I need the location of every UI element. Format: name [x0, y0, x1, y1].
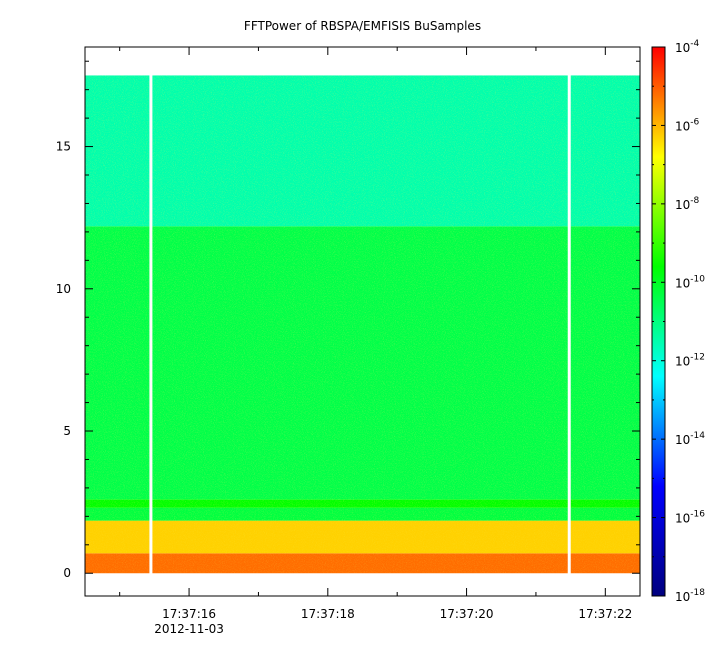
y-tick-label: 15 — [56, 140, 71, 154]
x-tick-label: 17:37:16 — [162, 607, 216, 621]
colorbar-tick-label: 10-12 — [675, 353, 705, 369]
spectrogram-band-noise — [85, 226, 640, 500]
x-tick-date-label: 2012-11-03 — [154, 622, 224, 636]
x-tick-label: 17:37:20 — [440, 607, 494, 621]
colorbar-tick-label: 10-10 — [675, 274, 705, 290]
colorbar-tick-label: 10-4 — [675, 39, 700, 55]
plot-frame — [84, 46, 641, 597]
plot-area — [85, 74, 640, 575]
data-gap — [149, 74, 153, 575]
spectrogram-band-noise — [85, 553, 640, 574]
x-tick-label: 17:37:18 — [301, 607, 355, 621]
colorbar-tick-label: 10-14 — [675, 431, 705, 447]
colorbar-gradient — [652, 47, 665, 596]
colorbar-tick-label: 10-6 — [675, 117, 700, 133]
y-tick-label: 5 — [63, 424, 71, 438]
x-tick-label: 17:37:22 — [578, 607, 632, 621]
spectrogram-band-noise — [85, 520, 640, 554]
colorbar: 10-18 10-16 10-14 10-12 10-10 10-8 10-6 10-4 — [651, 39, 705, 604]
colorbar-tick-label: 10-18 — [675, 588, 705, 604]
colorbar-tick-label: 10-8 — [675, 196, 700, 212]
spectrogram-band-noise — [85, 499, 640, 508]
data-gap — [567, 74, 571, 575]
chart-title: FFTPower of RBSPA/EMFISIS BuSamples — [244, 19, 481, 33]
colorbar-tick-label: 10-16 — [675, 510, 705, 526]
y-tick-label: 10 — [56, 282, 71, 296]
y-tick-label: 0 — [63, 566, 71, 580]
spectrogram-band-noise — [85, 507, 640, 521]
spectrogram-band-noise — [85, 75, 640, 227]
